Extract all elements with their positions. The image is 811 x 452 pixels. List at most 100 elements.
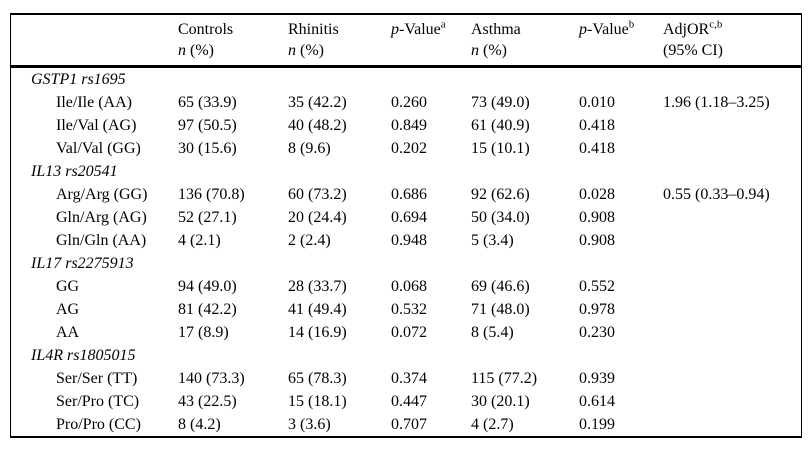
n-pct: (%) bbox=[186, 42, 214, 59]
section-row-il4r: IL4R rs1805015 bbox=[11, 344, 801, 367]
controls-value: 43 (22.5) bbox=[178, 393, 237, 410]
section-row-il17: IL17 rs2275913 bbox=[11, 252, 801, 275]
pvalue-b-value: 0.939 bbox=[579, 370, 615, 387]
table-row: AA 17 (8.9) 14 (16.9) 0.072 8 (5.4) 0.23… bbox=[11, 321, 801, 344]
controls-title: Controls bbox=[178, 21, 234, 38]
ci-label: (95% CI) bbox=[663, 42, 723, 59]
pvalue-b-value: 0.978 bbox=[579, 301, 615, 318]
rhinitis-value: 20 (24.4) bbox=[288, 209, 347, 226]
table-row: AG 81 (42.2) 41 (49.4) 0.532 71 (48.0) 0… bbox=[11, 298, 801, 321]
rhinitis-value: 15 (18.1) bbox=[288, 393, 347, 410]
n-label: n bbox=[471, 42, 479, 59]
rhinitis-value: 65 (78.3) bbox=[288, 370, 347, 387]
header-row: Controls n (%) Rhinitis n (%) p-Valuea A… bbox=[11, 13, 801, 68]
rhinitis-value: 35 (42.2) bbox=[288, 94, 347, 111]
genotype-label: Ile/Val (AG) bbox=[56, 117, 137, 134]
controls-value: 30 (15.6) bbox=[178, 140, 237, 157]
value-text: -Value bbox=[399, 21, 441, 38]
pvalue-b-value: 0.010 bbox=[579, 94, 615, 111]
pvalue-b-value: 0.908 bbox=[579, 209, 615, 226]
table-row: Ser/Pro (TC) 43 (22.5) 15 (18.1) 0.447 3… bbox=[11, 390, 801, 413]
table-row: Gln/Arg (AG) 52 (27.1) 20 (24.4) 0.694 5… bbox=[11, 206, 801, 229]
genotype-label: Gln/Gln (AA) bbox=[56, 232, 147, 249]
p-italic: p bbox=[391, 21, 399, 38]
col-header-pvalue-b: p-Valueb bbox=[579, 13, 663, 68]
genotype-label: Gln/Arg (AG) bbox=[56, 209, 147, 226]
genotype-label: Ser/Pro (TC) bbox=[56, 393, 140, 410]
asthma-value: 50 (34.0) bbox=[471, 209, 530, 226]
asthma-value: 92 (62.6) bbox=[471, 186, 530, 203]
table-header: Controls n (%) Rhinitis n (%) p-Valuea A… bbox=[11, 13, 801, 68]
pvalue-b-value: 0.418 bbox=[579, 117, 615, 134]
pvalue-b-value: 0.418 bbox=[579, 140, 615, 157]
adjor-value bbox=[663, 114, 801, 137]
pvalue-b-value: 0.230 bbox=[579, 324, 615, 341]
value-text: -Value bbox=[587, 21, 629, 38]
section-row-il13: IL13 rs20541 bbox=[11, 160, 801, 183]
asthma-value: 73 (49.0) bbox=[471, 94, 530, 111]
adjor-value bbox=[663, 298, 801, 321]
asthma-value: 8 (5.4) bbox=[471, 324, 514, 341]
pvalue-a-value: 0.948 bbox=[391, 232, 427, 249]
footnote-a-marker: a bbox=[440, 18, 446, 31]
pvalue-a-value: 0.202 bbox=[391, 140, 427, 157]
gene-label: GSTP1 rs1695 bbox=[31, 71, 126, 88]
adjor-value bbox=[663, 137, 801, 160]
adjor-value: 0.55 (0.33–0.94) bbox=[663, 186, 770, 203]
genotype-label: Arg/Arg (GG) bbox=[56, 186, 148, 203]
col-header-empty bbox=[11, 13, 178, 68]
footnote-b-marker: b bbox=[628, 18, 635, 31]
pvalue-b-value: 0.614 bbox=[579, 393, 615, 410]
n-label: n bbox=[178, 42, 186, 59]
rhinitis-value: 41 (49.4) bbox=[288, 301, 347, 318]
adjor-value bbox=[663, 206, 801, 229]
genotype-label: Val/Val (GG) bbox=[56, 140, 141, 157]
asthma-value: 61 (40.9) bbox=[471, 117, 530, 134]
pvalue-a-value: 0.447 bbox=[391, 393, 427, 410]
n-pct: (%) bbox=[479, 42, 507, 59]
asthma-value: 15 (10.1) bbox=[471, 140, 530, 157]
genotype-label: GG bbox=[56, 278, 80, 295]
asthma-value: 69 (46.6) bbox=[471, 278, 530, 295]
pvalue-b-value: 0.199 bbox=[579, 416, 615, 433]
table-row: Ile/Val (AG) 97 (50.5) 40 (48.2) 0.849 6… bbox=[11, 114, 801, 137]
pvalue-b-value: 0.552 bbox=[579, 278, 615, 295]
genotype-association-table: Controls n (%) Rhinitis n (%) p-Valuea A… bbox=[10, 13, 802, 438]
rhinitis-title: Rhinitis bbox=[288, 21, 339, 38]
rhinitis-value: 2 (2.4) bbox=[288, 232, 331, 249]
col-header-controls: Controls n (%) bbox=[178, 13, 288, 68]
table-row: Gln/Gln (AA) 4 (2.1) 2 (2.4) 0.948 5 (3.… bbox=[11, 229, 801, 252]
pvalue-a-value: 0.686 bbox=[391, 186, 427, 203]
genotype-label: Pro/Pro (CC) bbox=[56, 416, 141, 433]
pvalue-a-value: 0.374 bbox=[391, 370, 427, 387]
controls-value: 8 (4.2) bbox=[178, 416, 221, 433]
genotype-association-table-wrapper: Controls n (%) Rhinitis n (%) p-Valuea A… bbox=[10, 13, 802, 438]
table-row: Pro/Pro (CC) 8 (4.2) 3 (3.6) 0.707 4 (2.… bbox=[11, 413, 801, 436]
adjor-value bbox=[663, 390, 801, 413]
col-header-asthma: Asthma n (%) bbox=[471, 13, 579, 68]
gene-label: IL13 rs20541 bbox=[31, 163, 118, 180]
n-label: n bbox=[288, 42, 296, 59]
adjor-value: 1.96 (1.18–3.25) bbox=[663, 94, 770, 111]
adjor-title: AdjOR bbox=[663, 21, 710, 38]
controls-value: 17 (8.9) bbox=[178, 324, 229, 341]
asthma-value: 4 (2.7) bbox=[471, 416, 514, 433]
pvalue-b-value: 0.908 bbox=[579, 232, 615, 249]
adjor-value bbox=[663, 229, 801, 252]
pvalue-a-value: 0.260 bbox=[391, 94, 427, 111]
pvalue-a-value: 0.068 bbox=[391, 278, 427, 295]
rhinitis-value: 3 (3.6) bbox=[288, 416, 331, 433]
rhinitis-value: 40 (48.2) bbox=[288, 117, 347, 134]
controls-value: 136 (70.8) bbox=[178, 186, 245, 203]
controls-value: 140 (73.3) bbox=[178, 370, 245, 387]
table-row: Val/Val (GG) 30 (15.6) 8 (9.6) 0.202 15 … bbox=[11, 137, 801, 160]
controls-value: 94 (49.0) bbox=[178, 278, 237, 295]
footnote-cb-marker: c,b bbox=[709, 18, 723, 31]
pvalue-a-value: 0.532 bbox=[391, 301, 427, 318]
pvalue-a-value: 0.072 bbox=[391, 324, 427, 341]
asthma-value: 115 (77.2) bbox=[471, 370, 538, 387]
adjor-value bbox=[663, 275, 801, 298]
pvalue-a-value: 0.849 bbox=[391, 117, 427, 134]
adjor-value bbox=[663, 367, 801, 390]
pvalue-a-value: 0.694 bbox=[391, 209, 427, 226]
